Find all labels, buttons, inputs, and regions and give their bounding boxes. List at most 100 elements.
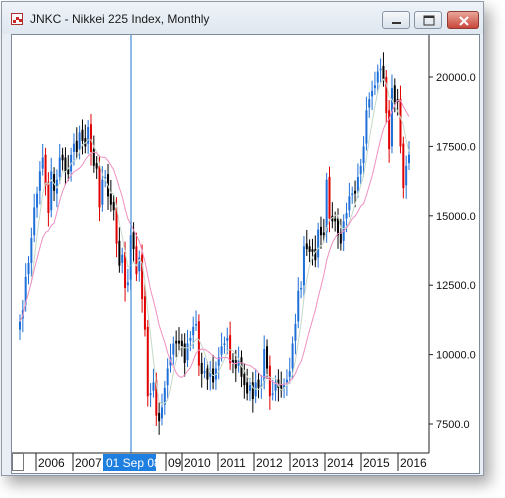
candle (388, 100, 391, 163)
candle (172, 336, 175, 365)
candle (390, 74, 393, 154)
candle (64, 147, 67, 185)
close-icon (459, 16, 469, 26)
maximize-icon (423, 15, 435, 26)
candle (212, 354, 215, 390)
close-button[interactable] (447, 11, 479, 29)
candle (206, 361, 209, 390)
candle (92, 135, 95, 173)
chart-plot-area[interactable]: 20000.0 17500.0 15000.0 12500.0 10000.0 7500.… (11, 34, 480, 474)
candlestick-chart[interactable]: 20000.0 17500.0 15000.0 12500.0 10000.0 7500.… (12, 35, 481, 475)
x-tick-label: 2012 (256, 456, 283, 470)
minimize-button[interactable] (382, 11, 410, 29)
candle (246, 368, 249, 401)
candle (132, 222, 135, 263)
candle (274, 375, 277, 401)
candle (297, 277, 300, 329)
candle (112, 194, 115, 221)
candle (399, 85, 402, 154)
ma-short-line (19, 78, 410, 405)
candle (305, 229, 308, 257)
moving-averages-layer (19, 78, 410, 405)
candle (186, 329, 189, 368)
candle (251, 372, 254, 413)
candle (118, 227, 121, 273)
candle (254, 368, 257, 404)
candle (356, 163, 359, 198)
candle (288, 357, 291, 384)
candle (163, 380, 166, 415)
candle (195, 310, 198, 332)
candle (87, 120, 90, 154)
candle (271, 379, 274, 401)
candle (158, 402, 161, 435)
candle (149, 383, 152, 408)
candle (382, 52, 385, 87)
y-tick-label: 15000.0 (436, 211, 476, 223)
candle (371, 80, 374, 111)
candle (268, 355, 271, 410)
candle (166, 358, 169, 399)
candle (217, 347, 220, 380)
candle (317, 222, 320, 268)
candle (30, 227, 33, 277)
candle (146, 319, 149, 407)
x-tick-label: 2014 (327, 456, 354, 470)
candle (226, 327, 229, 355)
x-tick-label: 2006 (38, 456, 65, 470)
candle (197, 314, 200, 376)
candle (58, 143, 61, 184)
window-title: JNKC - Nikkei 225 Index, Monthly (30, 12, 210, 26)
candle (365, 96, 368, 151)
candle (19, 314, 21, 340)
candle (135, 232, 138, 282)
scroll-corner-box[interactable] (12, 453, 24, 471)
candle (229, 321, 232, 370)
candle (243, 363, 246, 399)
candle (81, 119, 84, 155)
candle (95, 156, 98, 179)
candle (220, 332, 223, 362)
y-tick-label: 10000.0 (436, 350, 476, 362)
candle (189, 331, 192, 351)
candle (203, 357, 206, 379)
candle (50, 157, 53, 218)
candle (331, 202, 334, 229)
y-axis: 20000.0 17500.0 15000.0 12500.0 10000.0 7500.… (428, 35, 476, 453)
title-bar[interactable]: JNKC - Nikkei 225 Index, Monthly (2, 2, 483, 34)
candle (109, 179, 112, 212)
x-tick-label: 09 (168, 456, 182, 470)
candle (104, 169, 107, 188)
candle (98, 155, 101, 222)
candle (376, 64, 379, 93)
candle (373, 71, 376, 96)
candle (362, 136, 365, 177)
candle (183, 333, 186, 377)
candle (36, 186, 39, 218)
cursor-date-label: 01 Sep 08 (103, 454, 161, 471)
candle (126, 268, 129, 293)
y-tick-label: 20000.0 (436, 72, 476, 84)
candle (368, 92, 371, 118)
candle (72, 133, 75, 166)
candle (160, 393, 163, 426)
candle (302, 236, 305, 299)
svg-text:01 Sep 08: 01 Sep 08 (106, 456, 161, 470)
candle (78, 125, 81, 160)
y-tick-label: 12500.0 (436, 280, 476, 292)
candle (319, 216, 322, 249)
candle (240, 350, 243, 388)
candle (300, 281, 303, 299)
candle (175, 330, 178, 358)
candles-layer (19, 52, 410, 435)
candle (44, 147, 47, 196)
maximize-button[interactable] (414, 11, 442, 29)
candle (311, 238, 314, 266)
candle (405, 155, 408, 199)
app-chart-icon (11, 13, 23, 25)
x-tick-label: 2010 (184, 456, 211, 470)
x-axis: 2006 2007 01 Sep 08 09 2010 2011 2012 2013 2014 2… (12, 452, 429, 471)
candle (257, 372, 260, 399)
ma-long-line (19, 100, 410, 386)
candle (266, 339, 269, 379)
